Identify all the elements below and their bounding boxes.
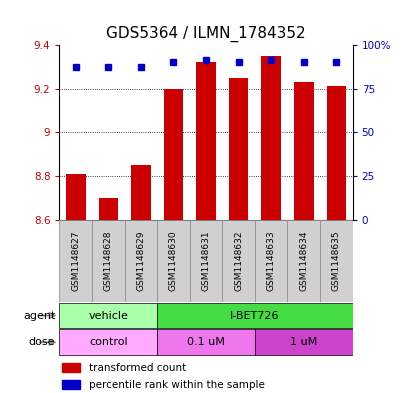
Text: transformed count: transformed count [88, 363, 186, 373]
Bar [92, 220, 124, 302]
Text: GSM1148633: GSM1148633 [266, 231, 275, 291]
Bar [261, 56, 280, 220]
Bar [124, 220, 157, 302]
Text: GSM1148630: GSM1148630 [169, 231, 178, 291]
Bar [189, 220, 222, 302]
Text: GSM1148629: GSM1148629 [136, 231, 145, 291]
Bar [319, 220, 352, 302]
Bar [163, 88, 183, 220]
Text: 0.1 uM: 0.1 uM [187, 337, 225, 347]
Bar [222, 220, 254, 302]
Text: GSM1148635: GSM1148635 [331, 231, 340, 291]
Text: 1 uM: 1 uM [290, 337, 317, 347]
Bar [254, 329, 352, 355]
Text: percentile rank within the sample: percentile rank within the sample [88, 380, 264, 389]
Bar [157, 303, 352, 329]
Bar [62, 380, 80, 389]
Bar [157, 220, 189, 302]
Bar [196, 62, 215, 220]
Bar [326, 86, 345, 220]
Text: GSM1148627: GSM1148627 [71, 231, 80, 291]
Bar [66, 174, 85, 220]
Text: vehicle: vehicle [88, 310, 128, 321]
Text: agent: agent [23, 310, 55, 321]
Title: GDS5364 / ILMN_1784352: GDS5364 / ILMN_1784352 [106, 26, 305, 42]
Text: dose: dose [29, 337, 55, 347]
Text: control: control [89, 337, 127, 347]
Text: GSM1148631: GSM1148631 [201, 231, 210, 291]
Bar [228, 77, 248, 220]
Text: GSM1148634: GSM1148634 [299, 231, 308, 291]
Bar [131, 165, 150, 220]
Bar [59, 220, 92, 302]
Bar [59, 329, 157, 355]
Bar [59, 303, 157, 329]
Bar [157, 329, 254, 355]
Text: GSM1148632: GSM1148632 [234, 231, 243, 291]
Text: I-BET726: I-BET726 [229, 310, 279, 321]
Text: GSM1148628: GSM1148628 [103, 231, 112, 291]
Bar [293, 82, 313, 220]
Bar [98, 198, 118, 220]
Bar [254, 220, 287, 302]
Bar [62, 363, 80, 373]
Bar [287, 220, 319, 302]
